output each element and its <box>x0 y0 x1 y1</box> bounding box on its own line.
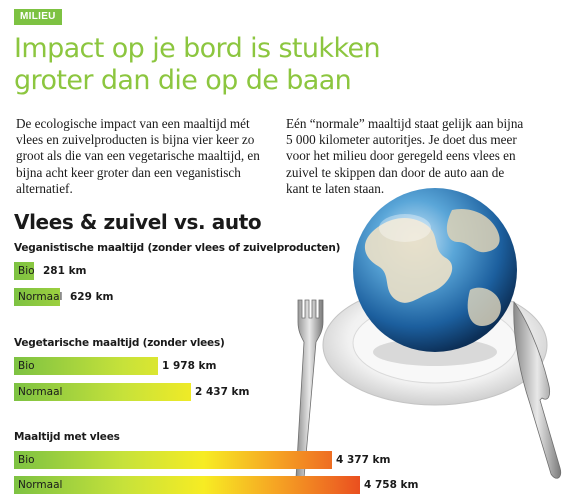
chart-bar-value: 4 377 km <box>336 454 391 466</box>
chart-group-title: Maaltijd met vlees <box>14 431 120 443</box>
chart-group-title: Veganistische maaltijd (zonder vlees of … <box>14 242 341 254</box>
chart-bar-value: 281 km <box>43 265 87 277</box>
chart-bar-value: 1 978 km <box>162 360 217 372</box>
chart-bar-label: Normaal <box>18 386 63 398</box>
chart-bar-label: Normaal <box>18 291 63 303</box>
chart-bar: Normaal <box>14 383 191 401</box>
chart-bar-label: Bio <box>18 454 35 466</box>
intro-paragraph-2: Eén “normale” maaltijd staat gelijk aan … <box>286 116 524 196</box>
chart-bar: Normaal <box>14 288 63 306</box>
section-tag: MILIEU <box>14 9 62 25</box>
chart-bar-label: Bio <box>18 265 35 277</box>
chart-bar-value: 2 437 km <box>195 386 250 398</box>
chart-bar: Bio <box>14 262 35 280</box>
chart-title: Vlees & zuivel vs. auto <box>14 210 262 234</box>
chart-bar: Bio <box>14 451 332 469</box>
chart-group-title: Vegetarische maaltijd (zonder vlees) <box>14 337 225 349</box>
chart-bar-value: 629 km <box>70 291 114 303</box>
chart-bar: Normaal <box>14 476 360 494</box>
chart-bar-value: 4 758 km <box>364 479 419 491</box>
intro-paragraph-1: De ecologische impact van een maaltijd m… <box>16 116 260 196</box>
chart-bar: Bio <box>14 357 158 375</box>
headline: Impact op je bord is stukken groter dan … <box>14 33 381 96</box>
chart-bar-label: Bio <box>18 360 35 372</box>
chart-bar-label: Normaal <box>18 479 63 491</box>
